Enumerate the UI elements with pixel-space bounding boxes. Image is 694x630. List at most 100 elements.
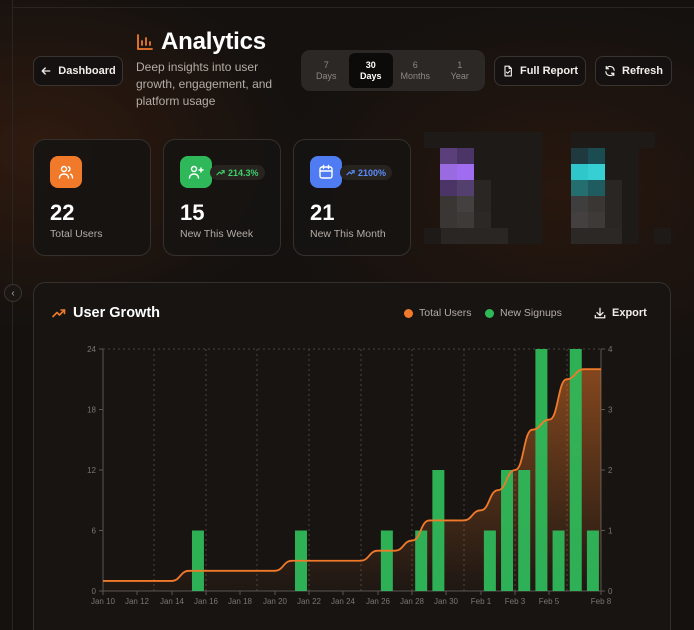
stat-card-new-this-month: 2100% 21 New This Month (293, 139, 411, 256)
range-option-1-year[interactable]: 1 Year (438, 53, 483, 88)
chevron-left-icon: ‹ (11, 287, 15, 299)
weekly-growth-value: 214.3% (228, 167, 259, 178)
calendar-icon (310, 156, 342, 188)
x-tick-label: Feb 1 (471, 597, 492, 606)
pixel-block (474, 164, 491, 180)
stat-card-new-this-week: 214.3% 15 New This Week (163, 139, 281, 256)
range-option-30-days[interactable]: 30 Days (348, 53, 393, 88)
y-right-tick-label: 1 (608, 527, 613, 536)
pixel-block (525, 180, 542, 196)
pixel-block (440, 164, 457, 180)
pixel-block (457, 164, 474, 180)
export-button[interactable]: Export (594, 307, 647, 319)
pixel-block (457, 148, 474, 164)
pixel-block (508, 164, 525, 180)
pixel-block (622, 164, 639, 180)
x-tick-label: Jan 18 (228, 597, 253, 606)
new-this-week-label: New This Week (180, 228, 254, 240)
pixel-block (588, 132, 605, 148)
pixel-block (474, 180, 491, 196)
pixel-block (525, 132, 542, 148)
pixel-block (457, 228, 474, 244)
frame-divider-left (12, 0, 13, 630)
pixel-block (571, 148, 588, 164)
full-report-button[interactable]: Full Report (494, 56, 586, 86)
pixel-block (474, 148, 491, 164)
new-signups-bar (569, 349, 582, 591)
pixel-block (424, 132, 441, 148)
back-to-dashboard-button[interactable]: Dashboard (33, 56, 123, 86)
pixel-block (605, 228, 622, 244)
range-option-6-months[interactable]: 6 Months (393, 53, 438, 88)
legend-total-label: Total Users (419, 307, 472, 319)
pixel-block (622, 180, 639, 196)
arrow-left-icon (41, 67, 51, 75)
legend-new-signups[interactable]: New Signups (485, 307, 562, 319)
new-this-week-value: 15 (180, 200, 205, 225)
new-signups-bar (432, 470, 445, 591)
pixel-block (491, 164, 508, 180)
export-label: Export (612, 307, 647, 319)
legend-total-users[interactable]: Total Users (404, 307, 472, 319)
x-tick-label: Jan 14 (160, 597, 185, 606)
pixel-block (525, 164, 542, 180)
range-option-unit: Days (315, 70, 337, 81)
y-right-tick-label: 3 (608, 406, 613, 415)
pixel-block (571, 196, 588, 212)
download-icon (594, 307, 606, 319)
pixel-block (605, 180, 622, 196)
x-tick-label: Feb 3 (505, 597, 526, 606)
x-tick-label: Feb 5 (539, 597, 560, 606)
pixel-block (525, 228, 542, 244)
new-signups-bar (191, 530, 204, 591)
user-growth-header: User Growth (52, 305, 160, 321)
trend-up-icon (346, 170, 355, 176)
y-right-tick-label: 2 (608, 466, 613, 475)
x-tick-label: Jan 10 (91, 597, 116, 606)
refresh-button[interactable]: Refresh (595, 56, 672, 86)
new-signups-bar (415, 530, 428, 591)
collapse-sidebar-button[interactable]: ‹ (4, 284, 22, 302)
y-right-tick-label: 0 (608, 587, 613, 596)
chart-title: User Growth (73, 305, 161, 321)
range-option-7-days[interactable]: 7 Days (304, 53, 349, 88)
new-signups-bar (552, 530, 565, 591)
legend-new-label: New Signups (500, 307, 562, 319)
pixel-block (440, 196, 457, 212)
frame-divider-top (12, 7, 694, 8)
pixel-block (638, 132, 655, 148)
y-left-tick-label: 24 (87, 345, 96, 354)
pixel-block (605, 164, 622, 180)
pixel-block (508, 196, 525, 212)
pixel-block (571, 164, 588, 180)
pixel-block (622, 212, 639, 228)
pixel-block (605, 148, 622, 164)
weekly-growth-badge: 214.3% (210, 165, 265, 180)
pixel-block (440, 228, 457, 244)
range-option-unit: Year (450, 70, 469, 81)
pixel-block (571, 212, 588, 228)
pixel-block (622, 132, 639, 148)
pixel-block (440, 132, 457, 148)
pixel-block (508, 132, 525, 148)
pixel-block (491, 212, 508, 228)
new-this-month-label: New This Month (310, 228, 386, 240)
pixel-block (474, 196, 491, 212)
pixel-block (440, 212, 457, 228)
range-option-unit: Days (359, 70, 382, 81)
new-signups-bar (483, 530, 496, 591)
x-tick-label: Jan 16 (194, 597, 219, 606)
pixel-block (491, 180, 508, 196)
trend-up-icon (216, 170, 225, 176)
pixel-block (474, 212, 491, 228)
monthly-growth-value: 2100% (358, 167, 387, 178)
page-title: Analytics (161, 28, 266, 55)
range-option-value: 30 (365, 59, 376, 70)
new-signups-bar (586, 530, 599, 591)
x-tick-label: Jan 22 (297, 597, 322, 606)
pixel-block (440, 180, 457, 196)
pixel-block (605, 212, 622, 228)
total-users-label: Total Users (50, 228, 103, 240)
users-icon (50, 156, 82, 188)
pixel-block (571, 132, 588, 148)
